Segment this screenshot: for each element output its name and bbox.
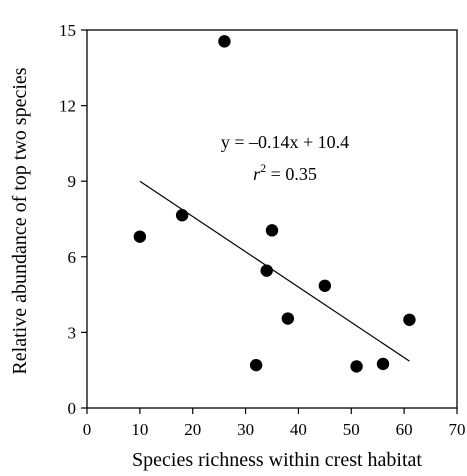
r-value: = 0.35 [266, 164, 317, 184]
regression-equation: y = –0.14x + 10.4 [221, 132, 349, 152]
r-symbol: r [253, 164, 261, 184]
data-point [403, 313, 416, 326]
data-point [260, 264, 273, 277]
data-point [350, 360, 363, 373]
x-tick-label: 50 [343, 420, 360, 439]
x-tick-label: 40 [290, 420, 307, 439]
r-exponent: 2 [260, 161, 266, 175]
y-tick-label: 6 [68, 248, 77, 267]
y-tick-label: 12 [59, 97, 76, 116]
x-tick-label: 70 [449, 420, 466, 439]
trendline-group [139, 180, 410, 362]
y-axis-title: Relative abundance of top two species [9, 67, 31, 374]
data-points [133, 35, 416, 373]
x-tick-label: 0 [83, 420, 92, 439]
y-tick-label: 9 [68, 172, 77, 191]
data-point [249, 358, 263, 372]
x-tick-label: 60 [396, 420, 413, 439]
plot-frame [86, 29, 458, 409]
x-tick-label: 10 [131, 420, 148, 439]
data-point [376, 357, 390, 371]
x-axis-title: Species richness within crest habitat [132, 449, 422, 471]
x-tick-label: 20 [184, 420, 201, 439]
y-tick-label: 0 [68, 399, 77, 418]
axis-ticks: 0 10 20 30 40 50 60 70 0 3 6 9 12 15 [59, 21, 466, 439]
x-tick-label: 30 [237, 420, 254, 439]
data-point [318, 279, 332, 292]
data-point [265, 224, 279, 237]
y-tick-label: 15 [59, 21, 76, 40]
data-point [175, 209, 189, 222]
r-squared-label: r2 = 0.35 [253, 161, 317, 184]
plot-border [86, 29, 458, 409]
data-point [133, 230, 147, 243]
y-tick-label: 3 [68, 323, 77, 342]
data-point [218, 35, 231, 48]
regression-line [139, 180, 410, 362]
data-point [281, 312, 295, 325]
